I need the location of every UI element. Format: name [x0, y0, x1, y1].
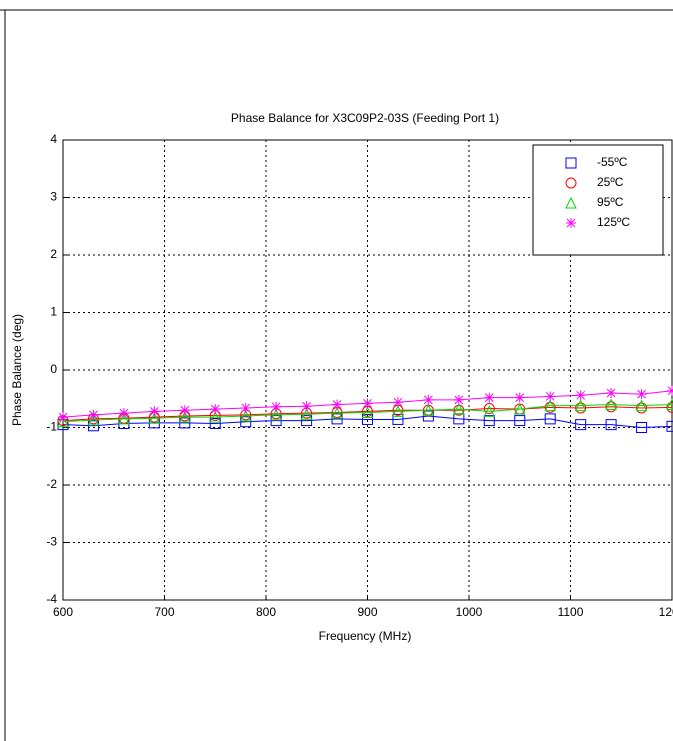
x-tick-label: 1100 [558, 605, 584, 619]
marker [575, 390, 586, 401]
marker [270, 408, 282, 421]
marker [331, 413, 343, 425]
marker [513, 402, 526, 415]
marker [58, 412, 68, 423]
marker [545, 391, 556, 402]
marker [392, 413, 404, 425]
marker [270, 415, 282, 427]
marker [209, 417, 221, 429]
marker [118, 408, 129, 419]
marker [209, 411, 222, 423]
marker [88, 409, 99, 420]
marker [605, 401, 617, 413]
marker [392, 405, 404, 417]
legend-box [532, 144, 664, 256]
marker [605, 419, 617, 431]
legend-marker [565, 196, 577, 209]
y-tick-label: -4 [46, 592, 57, 606]
plot-border [62, 139, 673, 601]
series-line [62, 406, 673, 422]
marker [178, 411, 191, 423]
marker [422, 404, 435, 416]
x-tick-label: 600 [53, 605, 73, 619]
marker [636, 422, 648, 433]
marker [666, 420, 673, 432]
marker [575, 419, 587, 431]
marker [483, 403, 495, 415]
marker [422, 410, 434, 422]
marker [453, 394, 464, 405]
marker [149, 406, 160, 417]
marker [87, 420, 99, 432]
marker [362, 398, 373, 409]
chart-title: Phase Balance for X3C09P2-03S (Feeding P… [231, 111, 499, 125]
marker [392, 397, 403, 408]
marker [483, 415, 495, 427]
marker [332, 399, 343, 410]
x-tick-label: 800 [256, 605, 276, 619]
y-tick-label: -1 [46, 420, 57, 434]
marker [574, 399, 587, 412]
marker [484, 392, 495, 403]
x-tick-label: 900 [357, 605, 377, 619]
marker [361, 406, 374, 419]
y-tick-label: 0 [50, 362, 57, 376]
legend-label: 125ºC [597, 215, 630, 229]
marker [87, 413, 100, 426]
marker [179, 405, 190, 416]
marker [667, 385, 673, 396]
y-tick-label: 1 [50, 305, 57, 319]
marker [544, 401, 556, 413]
legend-marker [565, 157, 577, 169]
x-tick-label: 700 [154, 605, 174, 619]
legend-label: 95ºC [597, 195, 624, 209]
y-tick-label: 3 [50, 190, 57, 204]
marker [483, 405, 496, 417]
marker [118, 412, 130, 425]
marker [575, 402, 587, 414]
marker [636, 402, 648, 414]
marker [605, 398, 617, 410]
marker [148, 412, 161, 424]
marker [636, 389, 647, 400]
marker [240, 402, 251, 413]
legend-marker [565, 177, 577, 189]
y-tick-label: 4 [50, 132, 57, 146]
series-line [62, 403, 673, 423]
marker [179, 417, 191, 429]
marker [666, 398, 673, 410]
marker [544, 399, 557, 412]
marker [57, 415, 69, 428]
marker [514, 415, 526, 427]
marker [362, 413, 373, 425]
marker [453, 402, 465, 415]
x-tick-label: 1000 [456, 605, 483, 619]
marker [423, 394, 434, 405]
series-line [62, 415, 673, 429]
marker [300, 408, 313, 420]
legend-label: -55ºC [597, 155, 628, 169]
marker [606, 388, 617, 398]
marker [239, 409, 252, 422]
marker [331, 407, 343, 419]
marker [453, 404, 465, 416]
legend-marker [566, 218, 576, 228]
y-tick-label: -2 [46, 477, 57, 491]
marker [210, 404, 221, 415]
x-tick-label: 1200 [659, 605, 673, 619]
x-axis-label: Frequency (MHz) [319, 629, 412, 643]
marker [544, 413, 556, 425]
y-axis-label: Phase Balance (deg) [10, 314, 24, 426]
marker [301, 415, 313, 427]
legend-label: 25ºC [597, 175, 624, 189]
marker [514, 392, 525, 403]
marker [271, 401, 282, 412]
marker [240, 416, 252, 428]
y-tick-label: -3 [46, 535, 57, 549]
marker [666, 401, 673, 413]
marker [301, 401, 312, 412]
marker [635, 399, 648, 412]
y-tick-label: 2 [50, 247, 57, 261]
